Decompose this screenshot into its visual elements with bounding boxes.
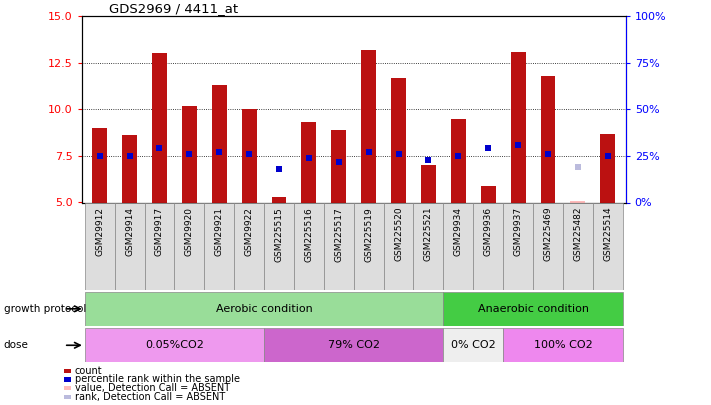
Bar — [444, 292, 623, 326]
Bar — [301, 122, 316, 202]
Text: GDS2969 / 4411_at: GDS2969 / 4411_at — [109, 2, 238, 15]
Text: percentile rank within the sample: percentile rank within the sample — [75, 375, 240, 384]
Text: GSM29937: GSM29937 — [513, 207, 523, 256]
Bar — [85, 202, 114, 290]
Text: growth protocol: growth protocol — [4, 304, 86, 314]
Bar — [85, 328, 264, 362]
Text: GSM225515: GSM225515 — [274, 207, 284, 262]
Text: GSM225514: GSM225514 — [603, 207, 612, 262]
Text: dose: dose — [4, 340, 28, 350]
Bar — [481, 186, 496, 202]
Text: GSM29920: GSM29920 — [185, 207, 194, 256]
Text: GSM29917: GSM29917 — [155, 207, 164, 256]
Text: 100% CO2: 100% CO2 — [533, 340, 592, 350]
Bar — [540, 76, 555, 202]
Bar — [85, 292, 444, 326]
Text: GSM225516: GSM225516 — [304, 207, 314, 262]
Text: Anaerobic condition: Anaerobic condition — [478, 304, 589, 314]
Text: GSM225520: GSM225520 — [394, 207, 403, 262]
Bar — [361, 50, 376, 202]
Text: GSM29934: GSM29934 — [454, 207, 463, 256]
Text: GSM29921: GSM29921 — [215, 207, 224, 256]
Bar — [272, 197, 287, 202]
Bar — [391, 78, 406, 202]
Text: GSM225519: GSM225519 — [364, 207, 373, 262]
Bar — [212, 85, 227, 202]
Text: GSM225517: GSM225517 — [334, 207, 343, 262]
Bar — [114, 202, 144, 290]
Bar — [451, 119, 466, 202]
Text: rank, Detection Call = ABSENT: rank, Detection Call = ABSENT — [75, 392, 225, 402]
Text: GSM225469: GSM225469 — [543, 207, 552, 262]
Bar — [414, 202, 444, 290]
Bar — [294, 202, 324, 290]
Text: 0.05%CO2: 0.05%CO2 — [145, 340, 204, 350]
Bar — [264, 328, 444, 362]
Bar — [533, 202, 563, 290]
Text: value, Detection Call = ABSENT: value, Detection Call = ABSENT — [75, 384, 230, 393]
Bar — [353, 202, 384, 290]
Bar — [234, 202, 264, 290]
Text: GSM225521: GSM225521 — [424, 207, 433, 262]
Bar — [204, 202, 234, 290]
Text: GSM225482: GSM225482 — [573, 207, 582, 261]
Bar — [510, 51, 525, 202]
Bar — [384, 202, 414, 290]
Bar — [444, 202, 474, 290]
Bar — [122, 135, 137, 202]
Bar — [144, 202, 174, 290]
Bar — [264, 202, 294, 290]
Bar — [324, 202, 353, 290]
Bar — [444, 328, 503, 362]
Bar — [570, 200, 585, 202]
Text: Aerobic condition: Aerobic condition — [215, 304, 312, 314]
Bar — [421, 165, 436, 202]
Text: count: count — [75, 366, 102, 375]
Bar — [92, 128, 107, 202]
Text: GSM29912: GSM29912 — [95, 207, 105, 256]
Bar — [242, 109, 257, 202]
Bar — [600, 134, 615, 202]
Bar — [152, 53, 167, 202]
Text: 79% CO2: 79% CO2 — [328, 340, 380, 350]
Bar — [174, 202, 204, 290]
Text: GSM29922: GSM29922 — [245, 207, 254, 256]
Bar — [563, 202, 593, 290]
Bar — [503, 202, 533, 290]
Bar — [503, 328, 623, 362]
Text: GSM29914: GSM29914 — [125, 207, 134, 256]
Text: 0% CO2: 0% CO2 — [451, 340, 496, 350]
Bar — [182, 106, 197, 202]
Bar — [474, 202, 503, 290]
Bar — [331, 130, 346, 202]
Text: GSM29936: GSM29936 — [483, 207, 493, 256]
Bar — [593, 202, 623, 290]
